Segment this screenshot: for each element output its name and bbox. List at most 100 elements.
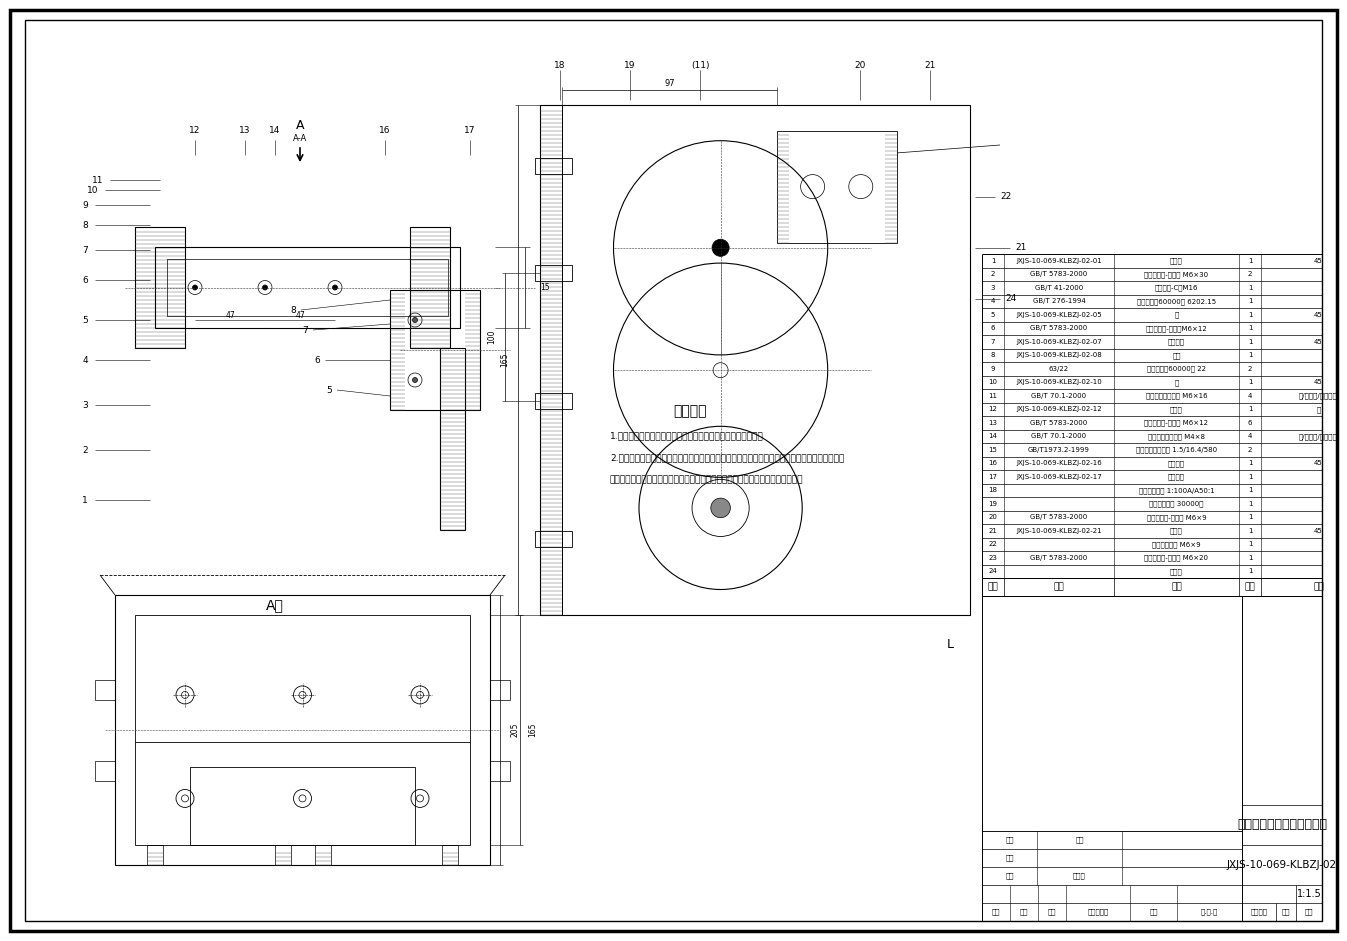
Bar (135, 615, 470, 845)
Text: 20: 20 (989, 514, 997, 520)
Text: GB/T 276-1994: GB/T 276-1994 (1033, 298, 1086, 304)
Text: 1: 1 (1247, 473, 1253, 480)
Text: 13: 13 (240, 125, 251, 135)
Text: 1: 1 (1247, 528, 1253, 534)
Text: 1: 1 (1247, 326, 1253, 331)
Text: 1: 1 (1247, 487, 1253, 493)
Text: JXJS-10-069-KLBZJ-02-08: JXJS-10-069-KLBZJ-02-08 (1016, 352, 1102, 359)
Text: 45: 45 (1315, 528, 1323, 534)
Text: JXJS-10-069-KLBZJ-02-10: JXJS-10-069-KLBZJ-02-10 (1016, 379, 1102, 385)
Text: GB/T1973.2-1999: GB/T1973.2-1999 (1028, 447, 1090, 453)
Text: 8: 8 (290, 306, 296, 314)
Text: JXJS-10-069-KLBZJ-02-07: JXJS-10-069-KLBZJ-02-07 (1016, 339, 1102, 344)
Text: 六角螺母-C级M16: 六角螺母-C级M16 (1154, 284, 1199, 291)
Text: 1:1.5: 1:1.5 (1297, 889, 1321, 899)
Text: 16: 16 (380, 125, 391, 135)
Circle shape (263, 285, 268, 290)
Text: 序号: 序号 (987, 582, 998, 592)
Text: 技术要求: 技术要求 (674, 404, 707, 418)
Text: 1: 1 (1247, 407, 1253, 412)
Text: 2: 2 (991, 271, 995, 278)
Text: 阶段标记: 阶段标记 (1250, 909, 1268, 916)
Text: 轴承座: 轴承座 (1171, 258, 1183, 264)
Text: 1: 1 (1247, 501, 1253, 507)
Text: 14: 14 (989, 433, 997, 439)
Text: 45: 45 (1315, 379, 1323, 385)
Text: 17: 17 (989, 473, 998, 480)
Text: 45: 45 (1315, 460, 1323, 466)
Bar (147, 845, 163, 865)
Text: 2.进入装配的零件及部件（包括外协件、外购件），均必须具有检验部门的合格证方能进行装配，: 2.进入装配的零件及部件（包括外协件、外购件），均必须具有检验部门的合格证方能进… (610, 454, 845, 462)
Text: JXJS-10-069-KLBZJ-02-12: JXJS-10-069-KLBZJ-02-12 (1016, 407, 1102, 412)
Text: GB/T 70.1-2000: GB/T 70.1-2000 (1032, 392, 1087, 399)
Text: 4: 4 (1247, 392, 1253, 399)
Text: 六角头螺栓-全螺纹M6×12: 六角头螺栓-全螺纹M6×12 (1146, 325, 1207, 331)
Text: 深沟球轴承60000型 6202.15: 深沟球轴承60000型 6202.15 (1137, 298, 1216, 305)
Text: 1: 1 (1247, 339, 1253, 344)
Text: GB/T 41-2000: GB/T 41-2000 (1034, 285, 1083, 291)
Bar (442, 845, 458, 865)
Bar (490, 679, 511, 699)
Circle shape (711, 498, 730, 518)
Text: 内六角圆柱头螺钉 M6×16: 内六角圆柱头螺钉 M6×16 (1146, 392, 1207, 399)
Text: 圆锥滚子轴承 30000型: 圆锥滚子轴承 30000型 (1149, 501, 1204, 507)
Text: 螺旋锥齿轮副 M6×9: 螺旋锥齿轮副 M6×9 (1152, 541, 1200, 548)
Text: 4: 4 (991, 298, 995, 304)
Text: 165: 165 (528, 723, 537, 737)
Text: JXJS-10-069-KLBZJ-02: JXJS-10-069-KLBZJ-02 (1227, 860, 1338, 870)
Text: 6: 6 (82, 276, 88, 284)
Bar (155, 247, 459, 328)
Text: 1: 1 (82, 496, 88, 504)
Bar (540, 105, 562, 615)
Text: 47: 47 (225, 311, 234, 320)
Text: 45: 45 (1315, 258, 1323, 263)
Text: 21: 21 (924, 60, 936, 70)
Text: 固定架: 固定架 (1171, 406, 1183, 412)
Text: JXJS-10-069-KLBZJ-02-05: JXJS-10-069-KLBZJ-02-05 (1016, 311, 1102, 318)
Text: 六角头螺栓-全螺纹 M6×9: 六角头螺栓-全螺纹 M6×9 (1146, 514, 1207, 520)
Text: 14: 14 (269, 125, 280, 135)
Text: GB/T 5783-2000: GB/T 5783-2000 (1030, 514, 1087, 520)
Text: 18: 18 (989, 487, 998, 493)
Text: 21: 21 (989, 528, 997, 534)
Bar (275, 845, 291, 865)
Text: 1: 1 (1247, 541, 1253, 548)
Text: 7: 7 (82, 246, 88, 254)
Text: GB/T 70.1-2000: GB/T 70.1-2000 (1032, 433, 1087, 439)
Bar (982, 596, 1321, 921)
Text: A: A (296, 119, 304, 132)
Text: 装配前配对零，部件的主要配合尺寸，特别是过盈配合尺寸及相关精度进行复查。: 装配前配对零，部件的主要配合尺寸，特别是过盈配合尺寸及相关精度进行复查。 (610, 475, 804, 485)
Bar (535, 392, 572, 408)
Text: 2: 2 (1247, 271, 1253, 278)
Text: A-A: A-A (292, 134, 307, 142)
Text: 5: 5 (991, 311, 995, 318)
Bar (982, 578, 1321, 596)
Bar (96, 760, 114, 780)
Text: 重量: 重量 (1282, 909, 1290, 916)
Text: 5: 5 (82, 315, 88, 325)
Bar (409, 227, 450, 348)
Text: 10: 10 (86, 185, 98, 195)
Circle shape (412, 317, 418, 323)
Text: 圆柱齿轮: 圆柱齿轮 (1168, 339, 1185, 345)
Text: 材料: 材料 (1313, 582, 1324, 592)
Circle shape (193, 285, 198, 290)
Bar (540, 105, 970, 615)
Text: 6: 6 (1247, 420, 1253, 425)
Text: 15: 15 (989, 447, 997, 453)
Text: 1: 1 (1247, 311, 1253, 318)
Text: 10: 10 (989, 379, 998, 385)
Text: 内六角圆柱头螺钉 M4×8: 内六角圆柱头螺钉 M4×8 (1148, 433, 1206, 439)
Text: 1: 1 (1247, 379, 1253, 385)
Text: 45: 45 (1315, 339, 1323, 344)
Circle shape (412, 377, 418, 382)
Text: 圆柱齿轮: 圆柱齿轮 (1168, 473, 1185, 480)
Text: 1: 1 (1247, 555, 1253, 561)
Text: 8: 8 (991, 352, 995, 359)
Text: 六角头螺栓-全螺纹 M6×12: 六角头螺栓-全螺纹 M6×12 (1145, 420, 1208, 426)
Text: 17: 17 (465, 125, 475, 135)
Text: 19: 19 (624, 60, 636, 70)
Text: 9: 9 (991, 366, 995, 372)
Text: GB/T 5783-2000: GB/T 5783-2000 (1030, 555, 1087, 561)
Text: 比例: 比例 (1305, 909, 1313, 916)
